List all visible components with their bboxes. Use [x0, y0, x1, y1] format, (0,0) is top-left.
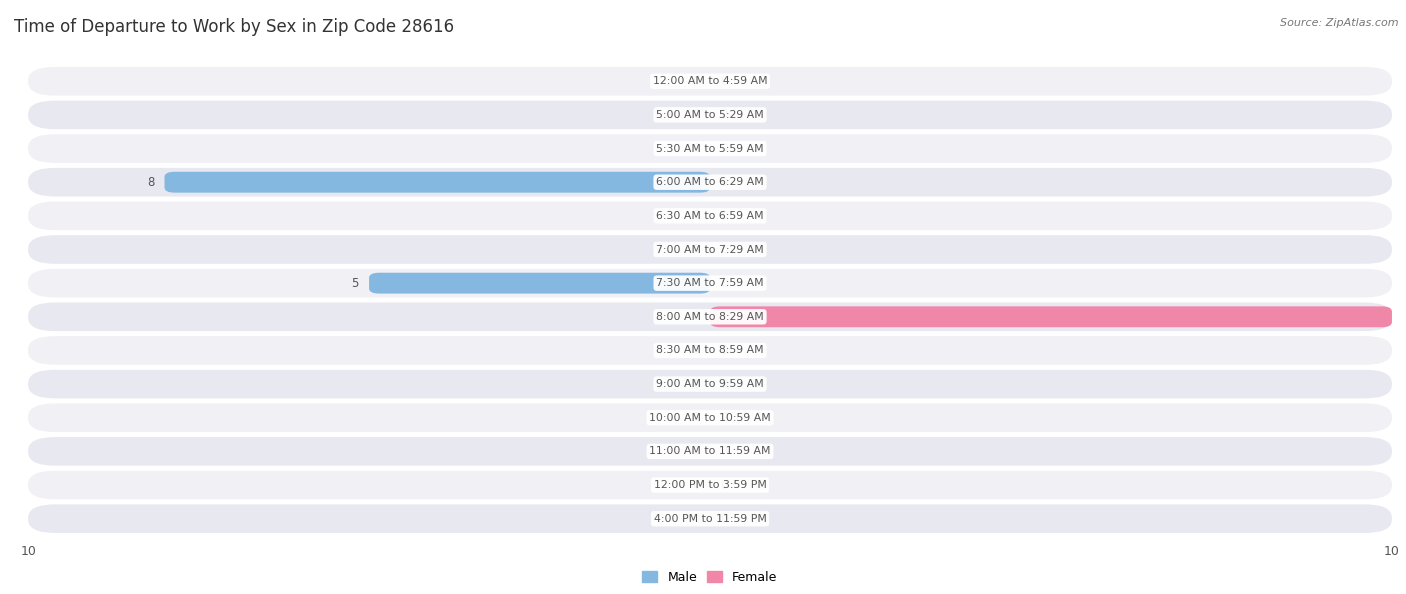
FancyBboxPatch shape — [28, 403, 1392, 432]
Text: 0: 0 — [720, 277, 728, 290]
Text: 8: 8 — [146, 176, 155, 189]
Text: 4:00 PM to 11:59 PM: 4:00 PM to 11:59 PM — [654, 514, 766, 524]
Text: 8:30 AM to 8:59 AM: 8:30 AM to 8:59 AM — [657, 346, 763, 355]
Text: 0: 0 — [720, 176, 728, 189]
Text: 0: 0 — [720, 512, 728, 525]
FancyBboxPatch shape — [28, 201, 1392, 230]
Text: 0: 0 — [720, 109, 728, 121]
FancyBboxPatch shape — [28, 134, 1392, 163]
Text: 0: 0 — [692, 75, 700, 88]
Text: 0: 0 — [692, 142, 700, 155]
Text: 0: 0 — [720, 344, 728, 357]
Text: Source: ZipAtlas.com: Source: ZipAtlas.com — [1281, 18, 1399, 28]
Text: 0: 0 — [692, 411, 700, 424]
Legend: Male, Female: Male, Female — [637, 565, 783, 589]
Text: 0: 0 — [692, 445, 700, 458]
Text: 6:30 AM to 6:59 AM: 6:30 AM to 6:59 AM — [657, 211, 763, 221]
Text: 8:00 AM to 8:29 AM: 8:00 AM to 8:29 AM — [657, 312, 763, 322]
FancyBboxPatch shape — [28, 504, 1392, 533]
Text: 0: 0 — [720, 75, 728, 88]
Text: 0: 0 — [692, 479, 700, 491]
Text: 0: 0 — [692, 378, 700, 391]
FancyBboxPatch shape — [28, 168, 1392, 197]
FancyBboxPatch shape — [165, 172, 710, 192]
FancyBboxPatch shape — [28, 302, 1392, 331]
Text: 5:30 AM to 5:59 AM: 5:30 AM to 5:59 AM — [657, 144, 763, 154]
Text: 11:00 AM to 11:59 AM: 11:00 AM to 11:59 AM — [650, 446, 770, 456]
Text: 9:00 AM to 9:59 AM: 9:00 AM to 9:59 AM — [657, 379, 763, 389]
FancyBboxPatch shape — [28, 269, 1392, 298]
Text: 0: 0 — [692, 344, 700, 357]
Text: 10: 10 — [1402, 310, 1406, 323]
Text: 5: 5 — [352, 277, 359, 290]
Text: 0: 0 — [720, 479, 728, 491]
Text: 0: 0 — [720, 142, 728, 155]
FancyBboxPatch shape — [28, 470, 1392, 500]
FancyBboxPatch shape — [28, 437, 1392, 466]
Text: 0: 0 — [720, 411, 728, 424]
Text: Time of Departure to Work by Sex in Zip Code 28616: Time of Departure to Work by Sex in Zip … — [14, 18, 454, 36]
Text: 0: 0 — [692, 310, 700, 323]
FancyBboxPatch shape — [28, 235, 1392, 264]
FancyBboxPatch shape — [28, 67, 1392, 96]
FancyBboxPatch shape — [28, 370, 1392, 399]
Text: 0: 0 — [720, 445, 728, 458]
Text: 10:00 AM to 10:59 AM: 10:00 AM to 10:59 AM — [650, 413, 770, 423]
Text: 12:00 AM to 4:59 AM: 12:00 AM to 4:59 AM — [652, 76, 768, 86]
Text: 0: 0 — [692, 243, 700, 256]
Text: 12:00 PM to 3:59 PM: 12:00 PM to 3:59 PM — [654, 480, 766, 490]
Text: 0: 0 — [692, 209, 700, 222]
Text: 0: 0 — [692, 109, 700, 121]
Text: 0: 0 — [720, 243, 728, 256]
Text: 6:00 AM to 6:29 AM: 6:00 AM to 6:29 AM — [657, 177, 763, 187]
Text: 7:30 AM to 7:59 AM: 7:30 AM to 7:59 AM — [657, 278, 763, 288]
Text: 5:00 AM to 5:29 AM: 5:00 AM to 5:29 AM — [657, 110, 763, 120]
Text: 7:00 AM to 7:29 AM: 7:00 AM to 7:29 AM — [657, 245, 763, 254]
FancyBboxPatch shape — [28, 336, 1392, 365]
FancyBboxPatch shape — [368, 273, 710, 293]
Text: 0: 0 — [720, 378, 728, 391]
FancyBboxPatch shape — [710, 307, 1392, 327]
Text: 0: 0 — [720, 209, 728, 222]
Text: 0: 0 — [692, 512, 700, 525]
FancyBboxPatch shape — [28, 100, 1392, 129]
